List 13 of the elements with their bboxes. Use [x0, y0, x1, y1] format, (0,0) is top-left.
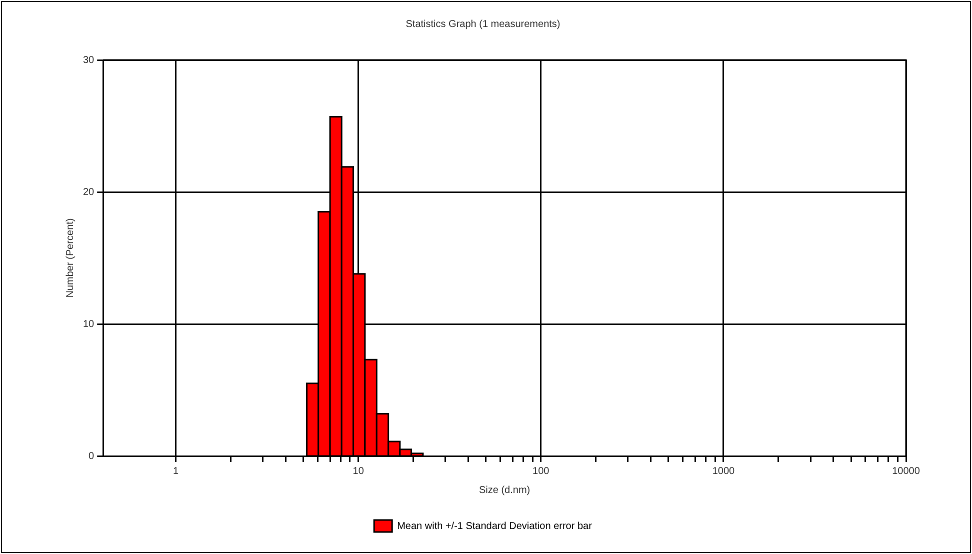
y-tick-label: 10 — [83, 318, 95, 330]
legend-label: Mean with +/-1 Standard Deviation error bar — [397, 520, 593, 532]
x-tick-label: 1000 — [712, 466, 735, 477]
y-tick-label: 0 — [88, 450, 95, 462]
chart-title: Statistics Graph (1 measurements) — [406, 18, 560, 30]
y-axis-title: Number (Percent) — [64, 218, 76, 298]
x-tick-label: 10 — [352, 466, 364, 477]
x-tick-label: 10000 — [892, 466, 920, 477]
x-tick-label: 100 — [532, 466, 550, 477]
y-tick-label: 30 — [83, 54, 95, 66]
x-axis-title: Size (d.nm) — [479, 484, 530, 496]
x-tick-label: 1 — [172, 466, 179, 477]
y-tick-label: 20 — [83, 186, 95, 198]
